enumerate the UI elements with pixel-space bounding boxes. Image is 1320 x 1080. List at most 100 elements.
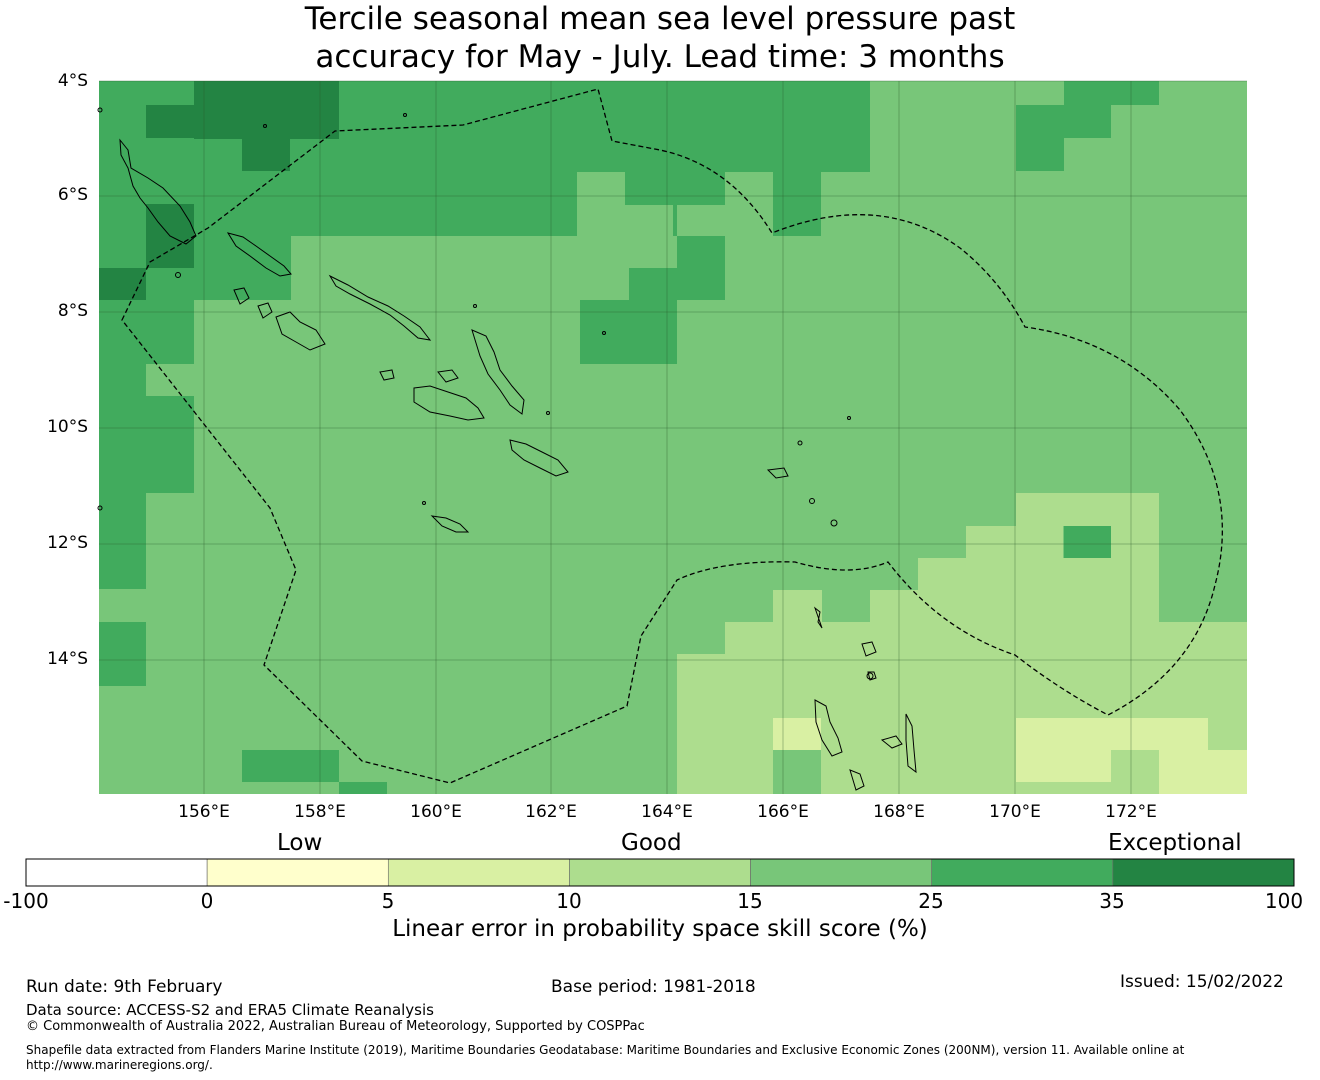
grid-cell bbox=[99, 396, 194, 493]
grid-cell bbox=[1208, 718, 1247, 750]
grid-cell bbox=[99, 364, 146, 396]
new-georgia-group bbox=[275, 311, 326, 351]
colorbar-bin bbox=[25, 858, 208, 887]
grid-cell bbox=[870, 590, 918, 622]
lat-label-14s: 14°S bbox=[47, 649, 88, 669]
colorbar-title: Linear error in probability space skill … bbox=[392, 916, 928, 942]
grid-cell bbox=[577, 172, 625, 236]
islet bbox=[403, 113, 407, 117]
grid-cell bbox=[773, 590, 822, 622]
grid-cell bbox=[918, 558, 1159, 622]
lon-label-156e: 156°E bbox=[178, 802, 230, 822]
colorbar-bin bbox=[1112, 858, 1295, 887]
grid-cell bbox=[1111, 526, 1159, 558]
grid-cell bbox=[1016, 750, 1111, 782]
grid-cell bbox=[677, 205, 725, 236]
grid-cell bbox=[1016, 718, 1208, 750]
lon-label-158e: 158°E bbox=[294, 802, 346, 822]
colorbar-bin bbox=[387, 858, 570, 887]
vella-lavella-island bbox=[233, 287, 250, 305]
grid-cell bbox=[677, 654, 1247, 718]
islet bbox=[97, 107, 103, 113]
grid-cell bbox=[580, 300, 677, 364]
lat-label-6s: 6°S bbox=[57, 185, 88, 205]
malekula-island bbox=[880, 735, 903, 749]
espiritu-santo-island bbox=[814, 699, 843, 757]
chart-title: Tercile seasonal mean sea level pressure… bbox=[0, 0, 1320, 76]
shapefile-credit-line-2: http://www.marineregions.org/. bbox=[26, 1058, 213, 1072]
guadalcanal-island bbox=[413, 385, 485, 421]
grid-cell bbox=[242, 138, 290, 171]
islet bbox=[830, 519, 838, 527]
grid-cell bbox=[870, 81, 1016, 236]
pentecost-island bbox=[905, 713, 917, 774]
grid-cell bbox=[625, 205, 673, 236]
grid-cell bbox=[1064, 526, 1111, 558]
santa-isabel-island bbox=[328, 274, 432, 341]
colorbar-bin bbox=[206, 858, 389, 887]
lon-label-160e: 160°E bbox=[410, 802, 462, 822]
islet bbox=[546, 411, 550, 415]
malaita-island bbox=[471, 329, 525, 415]
colorbar-tick: 35 bbox=[1099, 889, 1125, 913]
title-line-2: accuracy for May - July. Lead time: 3 mo… bbox=[315, 39, 1005, 75]
colorbar-tick: 100 bbox=[1264, 889, 1304, 913]
grid-cell bbox=[773, 718, 821, 750]
category-good: Good bbox=[621, 830, 682, 856]
makira-island bbox=[509, 439, 569, 477]
lon-label-162e: 162°E bbox=[525, 802, 577, 822]
lat-label-8s: 8°S bbox=[57, 301, 88, 321]
grid-cell bbox=[1016, 493, 1159, 526]
coastlines bbox=[97, 107, 917, 791]
grid-cell bbox=[99, 493, 146, 589]
lon-label-166e: 166°E bbox=[757, 802, 809, 822]
islet bbox=[866, 672, 874, 680]
lat-label-12s: 12°S bbox=[47, 533, 88, 553]
grid-cell bbox=[821, 718, 1016, 794]
eez-boundary bbox=[121, 88, 1223, 784]
grid-cell bbox=[1016, 782, 1111, 794]
islet bbox=[263, 124, 267, 128]
colorbar-tick: 25 bbox=[918, 889, 944, 913]
grid-cell bbox=[1111, 750, 1159, 794]
colorbar-bin bbox=[931, 858, 1114, 887]
lon-label-168e: 168°E bbox=[873, 802, 925, 822]
islet bbox=[175, 272, 181, 278]
colorbar-tick: 0 bbox=[200, 889, 214, 913]
lat-label-4s: 4°S bbox=[57, 71, 88, 91]
category-exceptional: Exceptional bbox=[1108, 830, 1242, 856]
colorbar-tick: 15 bbox=[737, 889, 763, 913]
lat-label-10s: 10°S bbox=[47, 417, 88, 437]
islet bbox=[422, 501, 426, 505]
torres-islands bbox=[813, 606, 823, 629]
issued-date: Issued: 15/02/2022 bbox=[1120, 972, 1284, 992]
islet bbox=[809, 498, 815, 504]
florida-islands bbox=[437, 369, 459, 383]
grid-cell bbox=[1016, 105, 1111, 138]
grid-cell bbox=[99, 300, 194, 364]
ambae-island bbox=[861, 641, 877, 657]
colorbar bbox=[25, 858, 1295, 887]
islet bbox=[797, 440, 803, 446]
skill-score-grid bbox=[99, 81, 1247, 794]
efate-island bbox=[849, 769, 865, 791]
shapefile-credit-line-1: Shapefile data extracted from Flanders M… bbox=[26, 1043, 1185, 1057]
grid-cell bbox=[1159, 750, 1247, 794]
vanikoro-island bbox=[766, 467, 789, 479]
grid-cell bbox=[629, 236, 677, 268]
title-line-1: Tercile seasonal mean sea level pressure… bbox=[304, 1, 1016, 37]
grid-cell bbox=[725, 172, 773, 236]
grid-cell bbox=[99, 268, 146, 300]
grid-cell bbox=[1159, 81, 1247, 236]
grid-cell bbox=[194, 81, 339, 139]
grid-cell bbox=[629, 268, 677, 300]
lon-label-172e: 172°E bbox=[1105, 802, 1157, 822]
grid-cell bbox=[821, 172, 870, 236]
copyright: © Commonwealth of Australia 2022, Austra… bbox=[26, 1019, 645, 1034]
data-source: Data source: ACCESS-S2 and ERA5 Climate … bbox=[26, 1001, 434, 1019]
grid-cell bbox=[1016, 81, 1064, 105]
colorbar-bin bbox=[569, 858, 751, 887]
bougainville-island bbox=[119, 138, 197, 245]
grid-cell bbox=[1064, 81, 1159, 105]
